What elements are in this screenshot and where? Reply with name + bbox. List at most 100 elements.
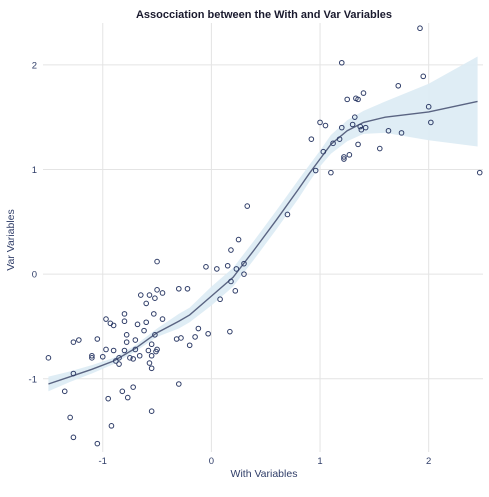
y-axis-label: Var Variables [5, 209, 17, 270]
chart-title: Assocciation between the With and Var Va… [136, 9, 392, 21]
data-point [308, 136, 315, 142]
data-point [232, 288, 239, 294]
data-point [130, 384, 136, 390]
y-tick-label: 0 [32, 270, 37, 281]
data-point [124, 394, 131, 401]
data-point [227, 328, 233, 335]
y-tick-label: -1 [29, 374, 37, 385]
data-point [233, 266, 240, 272]
data-point [145, 347, 152, 354]
data-point [152, 295, 158, 301]
data-point [94, 336, 101, 342]
x-tick-label: 2 [426, 456, 431, 467]
data-point [70, 434, 77, 441]
data-point [355, 141, 361, 148]
y-tick-label: 1 [32, 165, 37, 176]
data-point [224, 262, 231, 269]
data-point [336, 136, 343, 142]
data-point [105, 395, 111, 402]
data-point [148, 365, 155, 372]
data-point [103, 316, 109, 322]
data-point [320, 148, 327, 155]
data-point [154, 346, 160, 353]
data-point [417, 25, 423, 32]
data-point [148, 352, 155, 359]
data-point [428, 119, 434, 126]
data-point [349, 121, 356, 128]
data-point [110, 322, 117, 329]
data-point [398, 130, 405, 136]
data-point [476, 169, 483, 176]
data-point [89, 352, 95, 359]
data-point [123, 332, 130, 338]
y-tick-label: 2 [32, 60, 37, 71]
data-point [346, 152, 353, 158]
data-point [152, 332, 158, 338]
data-point [159, 290, 166, 296]
data-point [103, 346, 109, 353]
data-point [425, 103, 432, 110]
data-point [235, 236, 242, 243]
data-point [76, 337, 82, 343]
data-point [151, 311, 157, 317]
data-point [148, 408, 155, 414]
tick-labels: -1 0 1 2 -1 0 1 2 [29, 60, 432, 467]
x-tick-label: 0 [209, 456, 214, 467]
data-point [341, 156, 347, 162]
data-point [127, 355, 133, 361]
data-point [143, 300, 150, 307]
x-tick-label: 1 [317, 456, 322, 467]
data-point [362, 124, 369, 131]
data-point [137, 292, 144, 298]
data-point [205, 330, 211, 337]
data-point [116, 355, 122, 361]
data-point [146, 292, 153, 298]
data-point [130, 356, 136, 362]
data-points [45, 25, 483, 447]
confidence-band [48, 56, 478, 392]
data-point [148, 341, 155, 348]
data-point [154, 287, 160, 293]
data-point [94, 440, 101, 447]
data-point [89, 355, 95, 361]
data-point [176, 381, 182, 387]
data-point [203, 264, 209, 270]
data-point [241, 271, 247, 277]
data-point [119, 388, 126, 395]
data-point [141, 327, 147, 334]
data-point [217, 296, 223, 303]
data-point [328, 169, 334, 176]
data-point [159, 316, 166, 322]
x-axis-label: With Variables [231, 468, 298, 480]
data-point [352, 114, 358, 120]
data-point [136, 352, 143, 359]
data-point [228, 278, 234, 285]
data-point [70, 339, 77, 345]
data-point [99, 353, 106, 360]
data-point [110, 347, 117, 354]
data-point [317, 119, 323, 126]
data-point [121, 318, 128, 325]
data-point [143, 319, 150, 326]
data-point [121, 311, 128, 317]
data-point [214, 266, 220, 272]
data-point [192, 334, 198, 340]
data-point [146, 360, 153, 366]
data-point [116, 361, 122, 367]
data-point [244, 203, 251, 209]
data-point [284, 211, 291, 218]
data-point [186, 342, 193, 349]
data-point [420, 73, 427, 80]
data-point [61, 388, 68, 395]
data-point [132, 346, 139, 353]
data-point [121, 347, 128, 354]
data-point [322, 122, 329, 129]
data-point [176, 285, 182, 292]
data-point [376, 145, 383, 152]
confidence-band-group [48, 56, 478, 392]
data-point [338, 59, 345, 66]
data-point [355, 96, 361, 103]
data-point [241, 260, 247, 267]
data-point [360, 90, 367, 96]
